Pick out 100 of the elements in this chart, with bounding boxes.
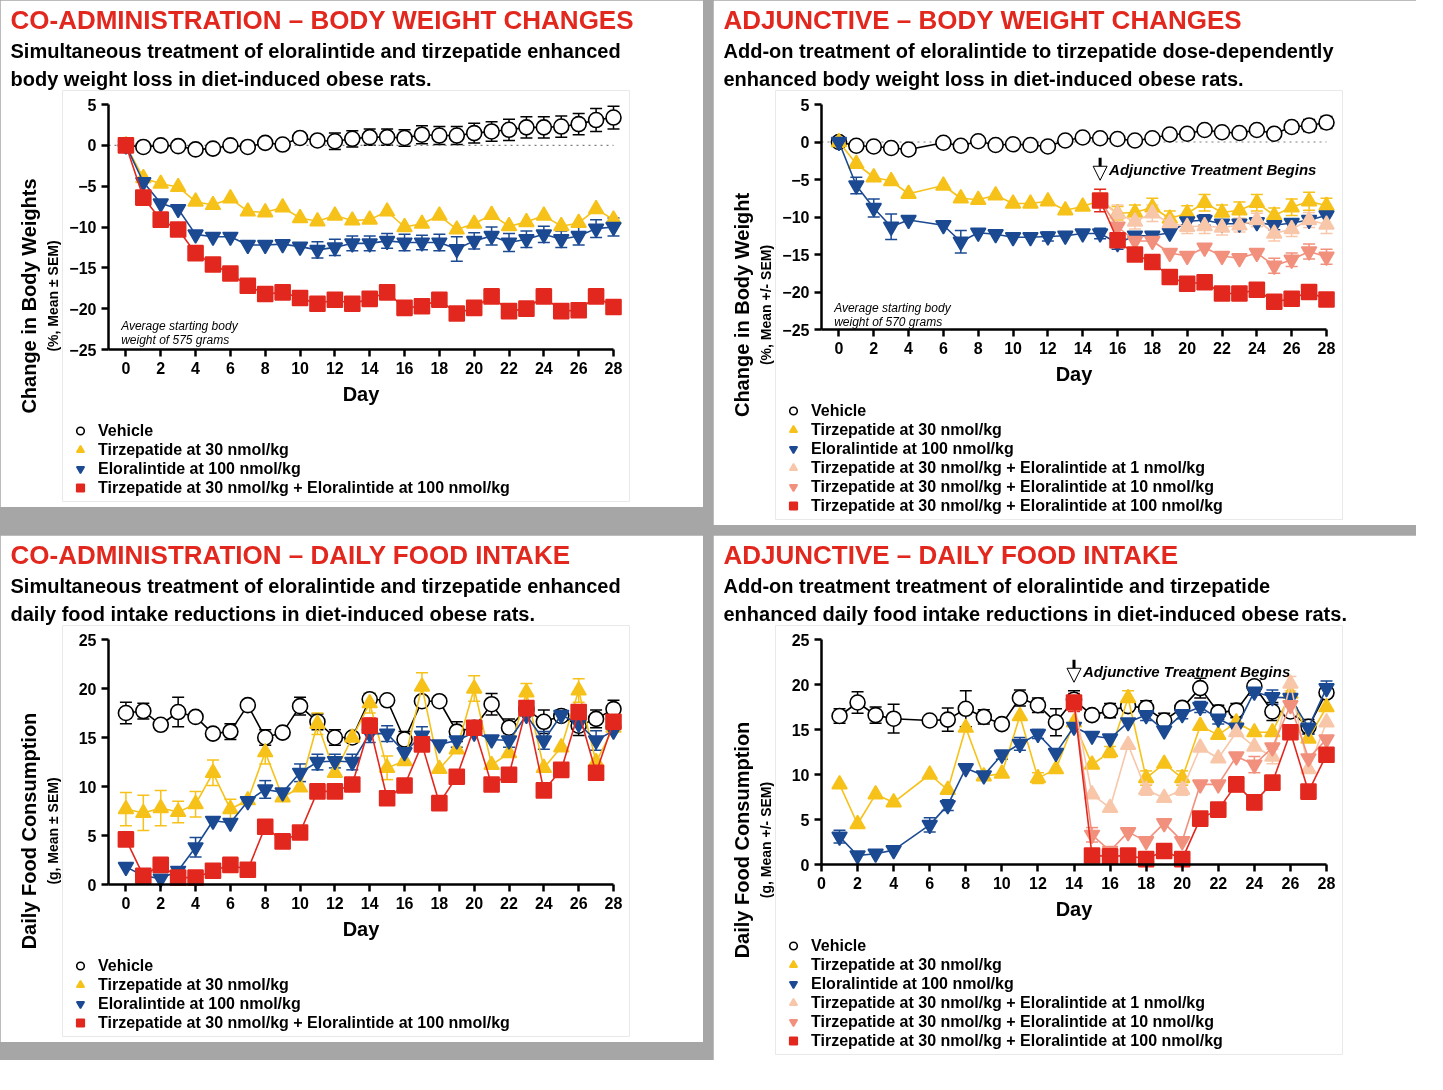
x-tick-label: 26 (569, 359, 588, 377)
chart-subtitle: Add-on treatment of eloralintide to tirzepatide dose-dependently enhanced body weight loss in diet-induced obese rats. (723, 40, 1335, 90)
legend-label: Tirzepatide at 30 nmol/kg + Eloralintide at 100 nmol/kg (98, 478, 510, 497)
legend-label: Tirzepatide at 30 nmol/kg + Eloralintide at 100 nmol/kg (811, 1031, 1223, 1050)
legend-label: Tirzepatide at 30 nmol/kg (98, 975, 289, 994)
x-tick-label: 0 (817, 874, 827, 892)
x-tick-label: 18 (1143, 339, 1162, 357)
x-tick-label: 18 (1137, 874, 1156, 892)
y-tick-label: −5 (791, 171, 810, 189)
x-tick-label: 16 (395, 359, 414, 377)
x-tick-label: 2 (156, 894, 166, 912)
annotation: Average starting body weight of 575 grams (120, 318, 239, 347)
x-axis-title: Day (342, 382, 381, 405)
legend-label: Tirzepatide at 30 nmol/kg (811, 420, 1002, 439)
x-tick-label: 24 (534, 894, 553, 912)
x-tick-label: 2 (156, 359, 166, 377)
legend-label: Eloralintide at 100 nmol/kg (811, 439, 1014, 458)
x-tick-label: 20 (465, 894, 484, 912)
x-tick-label: 12 (325, 359, 344, 377)
y-tick-label: −5 (78, 178, 97, 196)
chart-title: ADJUNCTIVE – BODY WEIGHT CHANGES (723, 4, 1242, 35)
y-tick-label: −15 (69, 259, 97, 277)
y-tick-label: 15 (791, 721, 810, 739)
x-tick-label: 0 (121, 359, 131, 377)
x-tick-label: 20 (1178, 339, 1197, 357)
x-tick-label: 20 (1173, 874, 1192, 892)
legend-label: Vehicle (811, 936, 867, 955)
y-tick-label: 5 (800, 96, 810, 114)
y-tick-label: −25 (69, 341, 97, 359)
x-tick-label: 26 (1282, 339, 1301, 357)
chart-title: CO-ADMINISTRATION – DAILY FOOD INTAKE (10, 539, 570, 570)
x-tick-label: 4 (904, 339, 914, 357)
y-tick-label: −10 (69, 219, 97, 236)
legend-label: Eloralintide at 100 nmol/kg (98, 994, 301, 1013)
x-tick-label: 14 (1073, 339, 1092, 357)
x-tick-label: 28 (1317, 874, 1336, 892)
legend-label: Eloralintide at 100 nmol/kg (98, 459, 301, 478)
x-tick-label: 2 (853, 874, 863, 892)
y-tick-label: −20 (69, 300, 97, 318)
legend-label: Tirzepatide at 30 nmol/kg + Eloralintide at 100 nmol/kg (98, 1013, 510, 1032)
x-tick-label: 24 (534, 359, 553, 377)
legend-label: Tirzepatide at 30 nmol/kg + Eloralintide at 10 nmol/kg (811, 477, 1214, 496)
y-tick-label: 5 (87, 96, 97, 114)
x-tick-label: 26 (569, 894, 588, 912)
legend-label: Tirzepatide at 30 nmol/kg + Eloralintide at 10 nmol/kg (811, 1012, 1214, 1031)
x-tick-label: 0 (834, 339, 844, 357)
legend-label: Vehicle (98, 421, 154, 440)
y-tick-label: 20 (78, 680, 97, 698)
y-tick-label: −15 (782, 246, 810, 264)
x-tick-label: 20 (465, 359, 484, 377)
y-tick-label: 25 (791, 631, 810, 649)
x-tick-label: 10 (992, 874, 1011, 892)
x-tick-label: 4 (889, 874, 899, 892)
x-tick-label: 14 (360, 359, 379, 377)
x-tick-label: 6 (925, 874, 935, 892)
x-tick-label: 6 (938, 339, 948, 357)
x-tick-label: 4 (191, 894, 201, 912)
x-tick-label: 28 (604, 894, 623, 912)
y-tick-label: 25 (78, 631, 97, 649)
legend-label: Tirzepatide at 30 nmol/kg + Eloralintide at 100 nmol/kg (811, 496, 1223, 515)
text: Change in Body Weight (%, Mean +/- SEM) (730, 192, 774, 418)
x-tick-label: 12 (325, 894, 344, 912)
y-tick-label: 5 (800, 811, 810, 829)
annotation: Adjunctive Treatment Begins (1108, 160, 1317, 178)
x-axis-title: Day (1055, 362, 1094, 385)
legend-label: Eloralintide at 100 nmol/kg (811, 974, 1014, 993)
x-tick-label: 16 (1108, 339, 1127, 357)
x-tick-label: 8 (961, 874, 971, 892)
legend-label: Tirzepatide at 30 nmol/kg + Eloralintide at 1 nmol/kg (811, 458, 1206, 477)
y-tick-label: −20 (782, 284, 810, 301)
y-tick-label: 20 (791, 676, 810, 694)
y-tick-label: −10 (782, 209, 810, 226)
x-tick-label: 26 (1281, 874, 1300, 892)
x-tick-label: 28 (1317, 339, 1336, 357)
x-tick-label: 22 (1213, 339, 1232, 357)
x-tick-label: 12 (1038, 339, 1057, 357)
y-tick-label: −25 (782, 321, 810, 339)
x-tick-label: 8 (260, 894, 270, 912)
x-tick-label: 18 (430, 894, 449, 912)
legend-label: Tirzepatide at 30 nmol/kg (98, 440, 289, 459)
legend-label: Tirzepatide at 30 nmol/kg (811, 955, 1002, 974)
x-tick-label: 2 (869, 339, 879, 357)
x-tick-label: 6 (225, 894, 235, 912)
x-tick-label: 0 (121, 894, 131, 912)
x-tick-label: 18 (430, 359, 449, 377)
x-tick-label: 8 (973, 339, 983, 357)
x-tick-label: 22 (500, 359, 519, 377)
legend-label: Vehicle (98, 956, 154, 975)
x-axis-title: Day (1055, 897, 1094, 920)
y-tick-label: 0 (800, 856, 810, 874)
x-tick-label: 8 (260, 359, 270, 377)
chart-subtitle: Simultaneous treatment of eloralintide and tirzepatide enhanced body weight loss in diet-induced obese rats. (10, 40, 621, 90)
chart-title: ADJUNCTIVE – DAILY FOOD INTAKE (723, 539, 1179, 570)
x-tick-label: 28 (604, 359, 623, 377)
x-tick-label: 14 (360, 894, 379, 912)
legend-label: Tirzepatide at 30 nmol/kg + Eloralintide at 1 nmol/kg (811, 993, 1206, 1012)
text: Daily Food Consumption (g, Mean +/- SEM) (730, 721, 774, 959)
x-tick-label: 4 (191, 359, 201, 377)
annotation: Adjunctive Treatment Begins (1082, 662, 1291, 680)
x-tick-label: 24 (1245, 874, 1264, 892)
